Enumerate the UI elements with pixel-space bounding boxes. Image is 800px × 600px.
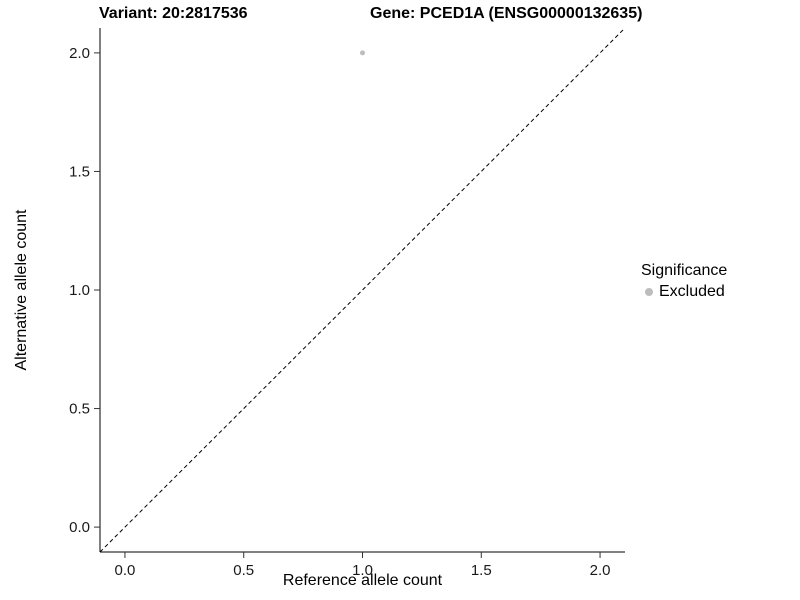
gene-title: Gene: PCED1A (ENSG00000132635)	[370, 5, 643, 22]
x-tick-label: 2.0	[590, 562, 611, 579]
y-tick-label: 0.0	[69, 519, 90, 536]
x-tick-label: 0.5	[233, 562, 254, 579]
x-axis-title: Reference allele count	[282, 572, 443, 589]
identity-line	[99, 27, 626, 553]
y-tick-label: 1.5	[69, 163, 90, 180]
legend-entry-label: Excluded	[659, 283, 725, 300]
y-tick-label: 0.5	[69, 401, 90, 418]
x-tick-label: 1.0	[352, 562, 373, 579]
y-tick-label: 2.0	[69, 45, 90, 62]
excluded-point-icon	[645, 288, 653, 296]
variant-title: Variant: 20:2817536	[99, 5, 248, 22]
legend-entry: Excluded	[645, 283, 727, 301]
legend-title: Significance	[641, 262, 728, 279]
legend: Significance Excluded	[641, 262, 727, 301]
data-point	[360, 50, 365, 56]
x-tick-label: 0.0	[115, 562, 136, 579]
x-tick-label: 1.5	[471, 562, 492, 579]
y-tick-label: 1.0	[69, 282, 90, 299]
y-axis-title: Alternative allele count	[13, 209, 30, 371]
